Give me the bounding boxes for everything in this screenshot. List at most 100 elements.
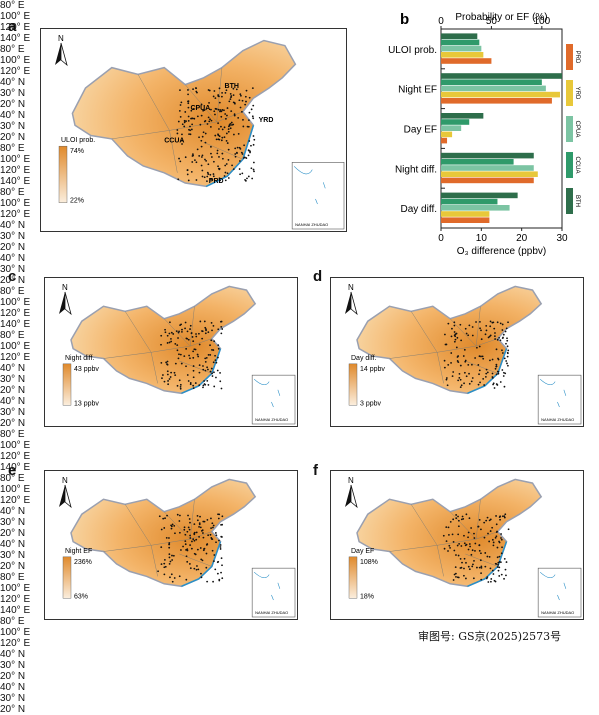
- station-dot: [457, 525, 460, 528]
- bar-ccua: [441, 198, 498, 205]
- station-dot: [450, 335, 453, 338]
- station-dot: [181, 123, 184, 126]
- station-dot: [214, 113, 216, 116]
- station-dot: [177, 337, 179, 339]
- station-dot: [239, 93, 242, 96]
- legend-label-cpua: CPUA: [574, 121, 580, 138]
- station-dot: [179, 387, 182, 390]
- station-dot: [245, 157, 248, 159]
- station-dot: [480, 338, 483, 341]
- panel-letter-a: a: [8, 18, 17, 35]
- legend-min: 13 ppbv: [74, 400, 99, 407]
- station-dot: [494, 367, 497, 370]
- station-dot: [505, 360, 508, 362]
- station-dot: [185, 365, 187, 368]
- bar-cpua: [441, 165, 534, 171]
- station-dot: [487, 532, 489, 535]
- station-dot: [176, 132, 179, 135]
- station-dot: [168, 537, 170, 539]
- station-dot: [180, 362, 183, 365]
- station-dot: [223, 126, 226, 129]
- station-dot: [235, 151, 238, 154]
- station-dot: [212, 524, 215, 527]
- station-dot: [200, 145, 203, 148]
- station-dot: [220, 571, 222, 574]
- axis-tick-bottom: 80° E: [0, 187, 25, 198]
- station-dot: [480, 528, 482, 531]
- station-dot: [497, 563, 499, 566]
- station-dot: [224, 91, 227, 94]
- station-dot: [507, 364, 509, 367]
- station-dot: [503, 577, 505, 580]
- station-dot: [501, 352, 504, 354]
- bar-ccua: [441, 159, 514, 165]
- station-dot: [178, 330, 180, 333]
- station-dot: [201, 559, 204, 562]
- station-dot: [202, 131, 205, 134]
- station-dot: [195, 568, 198, 571]
- station-dot: [190, 109, 193, 112]
- station-dot: [250, 144, 252, 147]
- station-dot: [219, 372, 221, 374]
- station-dot: [459, 378, 462, 381]
- station-dot: [247, 149, 250, 152]
- station-dot: [481, 355, 484, 358]
- station-dot: [168, 556, 171, 559]
- city-label-ccua: CCUA: [164, 137, 184, 144]
- station-dot: [453, 331, 456, 333]
- station-dot: [483, 521, 486, 524]
- station-dot: [198, 525, 200, 528]
- axis-tick-bottom: 100° E: [0, 55, 31, 66]
- station-dot: [489, 518, 492, 521]
- station-dot: [488, 335, 491, 338]
- station-dot: [505, 561, 508, 563]
- station-dot: [201, 154, 204, 157]
- station-dot: [181, 328, 183, 331]
- station-dot: [192, 88, 194, 91]
- station-dot: [447, 322, 450, 325]
- axis-tick-right: 20° N: [0, 275, 26, 286]
- axis-tick-top: 100° E: [0, 297, 31, 308]
- station-dot: [246, 177, 248, 180]
- top-tick-label: 0: [438, 16, 444, 27]
- station-dot: [170, 524, 172, 527]
- station-dot: [467, 548, 470, 551]
- station-dot: [460, 384, 463, 387]
- station-dot: [498, 516, 501, 519]
- station-dot: [214, 354, 216, 357]
- station-dot: [457, 515, 459, 518]
- station-dot: [160, 334, 163, 337]
- station-dot: [242, 125, 245, 128]
- station-dot: [465, 375, 468, 378]
- station-dot: [500, 533, 503, 535]
- legend-swatch-bth: [566, 188, 573, 214]
- province-border: [137, 74, 170, 131]
- station-dot: [168, 543, 171, 546]
- station-dot: [164, 331, 167, 334]
- station-dot: [170, 337, 172, 340]
- station-dot: [198, 384, 201, 387]
- station-dot: [195, 87, 198, 90]
- station-dot: [209, 118, 211, 121]
- station-dot: [201, 330, 203, 332]
- station-dot: [457, 379, 460, 382]
- province-border: [475, 306, 481, 347]
- station-dot: [474, 549, 476, 552]
- station-dot: [198, 332, 200, 335]
- station-dot: [452, 518, 455, 521]
- station-dot: [202, 520, 205, 523]
- station-dot: [168, 562, 171, 565]
- station-dot: [219, 110, 221, 113]
- station-dot: [201, 337, 204, 340]
- station-dot: [219, 544, 222, 546]
- station-dot: [217, 165, 219, 168]
- station-dot: [445, 526, 448, 529]
- station-dot: [230, 96, 232, 99]
- province-border: [111, 130, 170, 140]
- station-dot: [166, 373, 169, 376]
- station-dot: [224, 171, 227, 174]
- axis-tick-top: 140° E: [0, 462, 31, 473]
- station-dot: [176, 513, 179, 516]
- north-arrow-icon: [59, 291, 72, 316]
- station-dot: [199, 515, 201, 518]
